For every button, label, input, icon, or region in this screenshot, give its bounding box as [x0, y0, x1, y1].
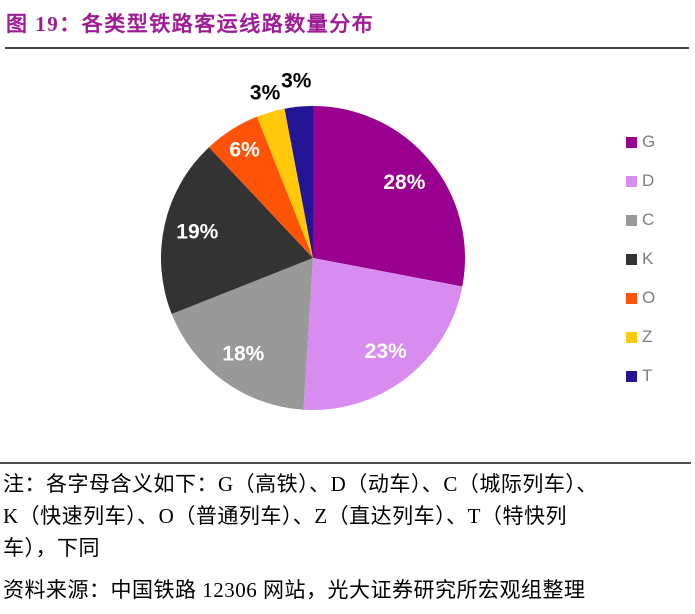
legend-item-K: K: [626, 249, 655, 269]
note-line-3: 车），下同: [3, 536, 100, 560]
legend-item-Z: Z: [626, 327, 655, 347]
pie-slice-D: [303, 258, 463, 410]
legend-swatch-C: [626, 214, 637, 226]
slice-label-C: 18%: [222, 342, 264, 365]
pie-slice-G: [313, 106, 466, 287]
legend-label-C: C: [642, 210, 655, 229]
slice-label-T: 3%: [281, 69, 312, 92]
legend-label-D: D: [642, 171, 655, 190]
pie-slice-T: [284, 106, 313, 258]
pie-chart: 28% 23% 18% 19% 6% 3%3%: [160, 69, 466, 410]
legend-item-D: D: [626, 171, 655, 191]
legend-swatch-K: [626, 253, 637, 265]
slice-label-K: 19%: [176, 221, 218, 244]
legend-item-T: T: [626, 366, 655, 386]
pie-slice-Z: [257, 108, 313, 258]
legend-label-Z: Z: [642, 327, 653, 346]
legend-swatch-O: [626, 292, 637, 304]
legend-label-K: K: [642, 249, 654, 268]
legend-label-G: G: [642, 132, 656, 151]
note-line-2: K（快速列车）、O（普通列车）、Z（直达列车）、T（特快列: [3, 504, 567, 528]
legend-item-G: G: [626, 132, 655, 152]
legend-item-O: O: [626, 288, 655, 308]
chart-legend: G D C K O Z T: [626, 132, 655, 386]
legend-swatch-Z: [626, 331, 637, 343]
legend-label-O: O: [642, 288, 656, 307]
slice-label-G: 28%: [383, 171, 425, 194]
pie-chart-area: 28% 23% 18% 19% 6% 3% 3% G D C K O Z T: [0, 50, 695, 462]
legend-item-C: C: [626, 210, 655, 230]
legend-swatch-T: [626, 370, 637, 382]
slice-label-Z: 3%: [250, 82, 281, 105]
note-line-1: 注：各字母含义如下：G（高铁）、D（动车）、C（城际列车）、: [3, 472, 598, 496]
slice-label-O: 6%: [229, 139, 260, 162]
note-rule: [0, 462, 691, 464]
legend-swatch-D: [626, 175, 637, 187]
slice-label-D: 23%: [365, 340, 407, 363]
note-text: 注：各字母含义如下：G（高铁）、D（动车）、C（城际列车）、 K（快速列车）、O…: [3, 468, 693, 564]
legend-label-T: T: [642, 366, 653, 385]
pie-slice-K: [160, 147, 313, 314]
source-text: 资料来源：中国铁路 12306 网站，光大证券研究所宏观组整理: [3, 578, 586, 602]
legend-swatch-G: [626, 136, 637, 148]
pie-slice-C: [171, 258, 313, 410]
figure-title: 图 19：各类型铁路客运线路数量分布: [6, 12, 375, 36]
pie-slice-O: [208, 116, 313, 258]
title-rule: [5, 47, 689, 49]
